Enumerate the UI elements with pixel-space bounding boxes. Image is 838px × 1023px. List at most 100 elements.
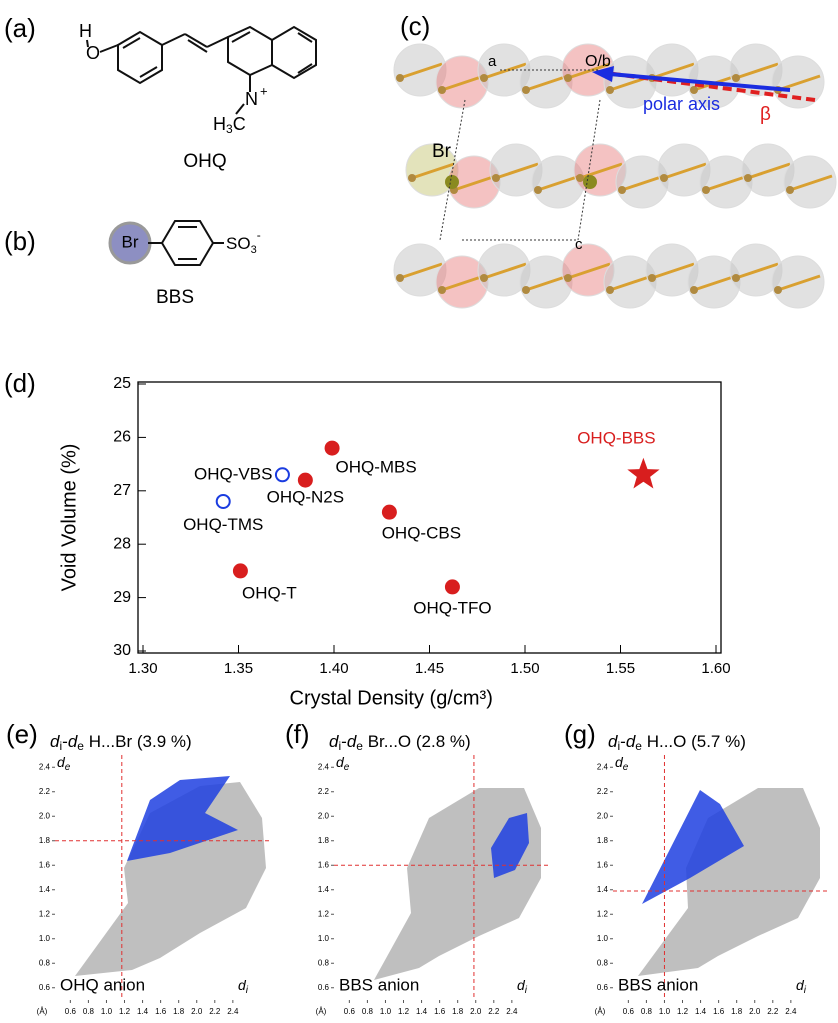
- x-tick-label: 1.2: [398, 1007, 410, 1016]
- x-tick-label: 1.0: [659, 1007, 671, 1016]
- plot-title: di-de H...Br (3.9 %): [50, 732, 192, 753]
- atom-ball: [732, 274, 740, 282]
- x-tick-label: 1.8: [452, 1007, 464, 1016]
- x-tick-label: 2.0: [191, 1007, 203, 1016]
- x-tick-label: 1.30: [128, 660, 157, 677]
- molecule-ohq: [87, 27, 316, 114]
- y-tick-label: 2.2: [318, 787, 330, 796]
- x-tick-label: 1.0: [380, 1007, 392, 1016]
- y-tick-label: 2.0: [318, 811, 330, 820]
- atom-ball: [618, 186, 626, 194]
- x-tick-label: 0.6: [623, 1007, 635, 1016]
- x-tick-label: 1.55: [606, 660, 635, 677]
- crystal-packing: [394, 44, 836, 308]
- atom-label: Br: [122, 232, 139, 251]
- point: [445, 579, 460, 594]
- x-tick-label: 1.8: [731, 1007, 743, 1016]
- atom-ball: [732, 74, 740, 82]
- y-tick-label: 2.0: [39, 811, 51, 820]
- y-tick-label: 2.4: [39, 762, 51, 771]
- y-tick-label: 1.4: [39, 885, 51, 894]
- y-tick-label: 0.6: [39, 983, 51, 992]
- atom-ball: [564, 274, 572, 282]
- y-tick-label: 1.0: [597, 934, 609, 943]
- point-label: OHQ-MBS: [335, 458, 416, 477]
- y-axis-label: de: [57, 754, 71, 773]
- atom-label: N: [245, 89, 258, 109]
- point: [276, 468, 289, 481]
- x-tick-label: 2.2: [488, 1007, 500, 1016]
- point: [217, 495, 230, 508]
- panel-tag: (f): [285, 719, 310, 749]
- fingerprint-plot: (e)di-de H...Br (3.9 %)0.60.81.01.21.41.…: [0, 718, 279, 1023]
- atom-ball: [438, 286, 446, 294]
- y-tick-label: 1.4: [318, 885, 330, 894]
- y-tick-label: 26: [113, 429, 131, 446]
- title-part: H...O (5.7 %): [642, 732, 746, 751]
- x-tick-label: 1.60: [701, 660, 730, 677]
- label-part: e: [344, 762, 350, 773]
- atom-ball: [408, 174, 416, 182]
- label-part: i: [804, 985, 807, 996]
- point: [298, 473, 313, 488]
- y-tick-label: 0.6: [318, 983, 330, 992]
- point: [325, 441, 340, 456]
- x-tick-label: 1.45: [415, 660, 444, 677]
- y-tick-label: 30: [113, 642, 131, 659]
- x-tick-label: 1.2: [119, 1007, 131, 1016]
- atom-ball: [480, 74, 488, 82]
- y-tick-label: 2.2: [39, 787, 51, 796]
- y-tick-label: 1.0: [318, 934, 330, 943]
- atom-ball: [438, 86, 446, 94]
- x-tick-label: 2.4: [506, 1007, 518, 1016]
- axis-label: c: [575, 236, 583, 253]
- y-tick-label: 0.6: [597, 983, 609, 992]
- x-tick-label: 0.8: [83, 1007, 95, 1016]
- axis-label: a: [488, 53, 497, 70]
- atom-ball: [786, 186, 794, 194]
- atom-charge: +: [260, 83, 268, 98]
- x-tick-label: 1.0: [101, 1007, 113, 1016]
- y-tick-label: 1.2: [597, 909, 609, 918]
- atom-ball: [744, 174, 752, 182]
- point-label: OHQ-CBS: [382, 524, 461, 543]
- x-tick-label: 1.6: [434, 1007, 446, 1016]
- polar-axis-label: polar axis: [643, 94, 720, 114]
- x-tick-label: 0.8: [362, 1007, 374, 1016]
- x-tick-label: 1.4: [695, 1007, 707, 1016]
- x-tick-label: 0.6: [65, 1007, 77, 1016]
- point: [382, 505, 397, 520]
- y-tick-label: 1.8: [597, 836, 609, 845]
- panel-tag: (g): [564, 719, 596, 749]
- atom-ball: [534, 186, 542, 194]
- y-tick-label: 1.6: [597, 860, 609, 869]
- y-tick-label: 2.0: [597, 811, 609, 820]
- group-label: SO3-: [226, 228, 261, 256]
- x-unit: (Å): [595, 1007, 606, 1016]
- x-tick-label: 1.6: [155, 1007, 167, 1016]
- atom-ball: [522, 286, 530, 294]
- x-axis-label: di: [796, 977, 807, 996]
- x-tick-label: 1.40: [319, 660, 348, 677]
- fingerprint-plot: (f)di-de Br...O (2.8 %)0.60.81.01.21.41.…: [279, 718, 558, 1023]
- x-tick-label: 2.0: [470, 1007, 482, 1016]
- x-tick-label: 2.2: [767, 1007, 779, 1016]
- x-tick-label: 0.8: [641, 1007, 653, 1016]
- title-part: H...Br (3.9 %): [84, 732, 192, 751]
- structures: (a) H O N + H3C OHQ (b) Br SO3- BBS (c) …: [0, 0, 838, 345]
- x-tick-label: 1.50: [510, 660, 539, 677]
- y-tick-label: 0.8: [318, 958, 330, 967]
- y-tick-label: 1.6: [39, 860, 51, 869]
- panel-tag: (b): [4, 226, 36, 256]
- atom-ball: [480, 274, 488, 282]
- x-tick-label: 1.2: [677, 1007, 689, 1016]
- point-label: OHQ-T: [242, 583, 297, 602]
- y-axis-label: de: [336, 754, 350, 773]
- label-part: i: [246, 985, 249, 996]
- point-label: OHQ-TFO: [413, 598, 491, 617]
- x-axis-label: di: [517, 977, 528, 996]
- molecule-name: OHQ: [183, 151, 226, 172]
- plot-title: di-de H...O (5.7 %): [608, 732, 746, 753]
- label-part: e: [65, 762, 71, 773]
- point-label: OHQ-N2S: [267, 488, 344, 507]
